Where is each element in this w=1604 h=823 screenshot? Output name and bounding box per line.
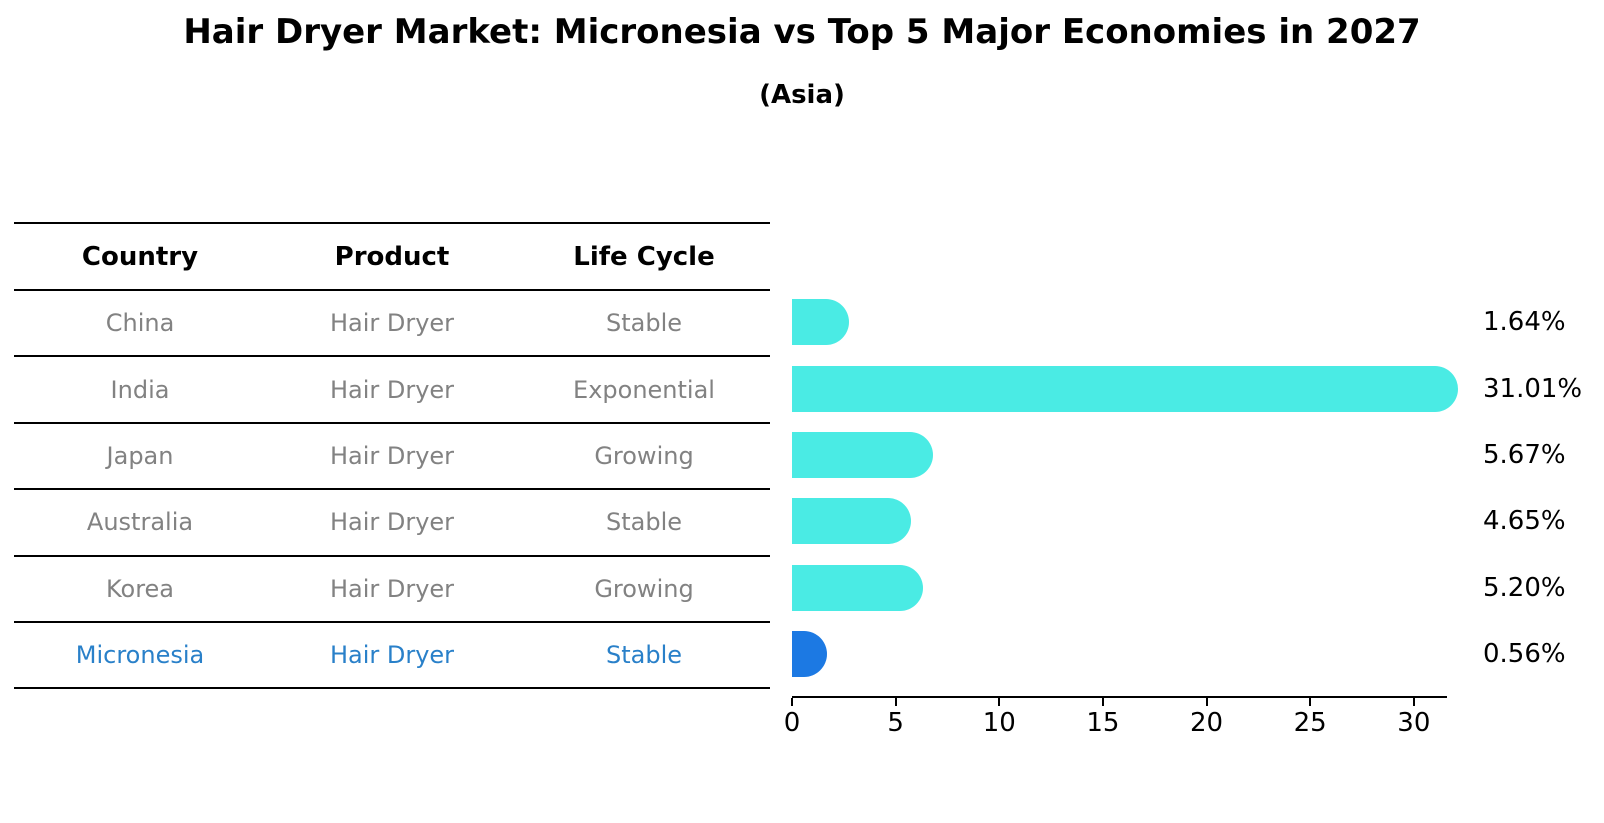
x-tick-label: 15 <box>1086 708 1120 738</box>
bar-plot: 0 5 10 15 20 25 30 1.64% 31.01% 5.67% 4.65% 5.20% 0… <box>784 289 1582 749</box>
chart-title: Hair Dryer Market: Micronesia vs Top 5 M… <box>183 12 1421 52</box>
table-cell-country: Australia <box>86 508 194 537</box>
bar-value-label: 5.67% <box>1483 440 1566 470</box>
table-row: India Hair Dryer Exponential <box>14 357 770 424</box>
x-axis-line <box>792 696 1447 698</box>
table-cell-country: Micronesia <box>75 641 205 670</box>
x-tick-mark <box>1205 698 1208 706</box>
table-cell-life-cycle: Stable <box>605 641 683 670</box>
bar-japan <box>792 432 933 478</box>
col-header-country: Country <box>81 241 199 272</box>
table-cell-country: India <box>110 375 170 404</box>
x-tick-mark <box>894 698 897 706</box>
bar-value-label: 1.64% <box>1483 307 1566 338</box>
bar-australia <box>792 498 912 545</box>
x-tick-mark <box>791 698 793 706</box>
x-tick-mark <box>1309 698 1312 706</box>
table-cell-product: Hair Dryer <box>329 641 455 670</box>
col-header-product: Product <box>334 241 450 272</box>
table-cell-country: Japan <box>106 441 174 470</box>
x-tick-mark <box>1101 698 1104 706</box>
table-body: China Hair Dryer Stable India Hair Dryer Expo… <box>14 291 770 690</box>
bar-value-label: 0.56% <box>1483 639 1566 670</box>
bar-value-label: 31.01% <box>1483 373 1583 404</box>
table-cell-life-cycle: Growing <box>594 574 694 603</box>
x-tick-label: 20 <box>1190 708 1224 738</box>
bar-value-label: 5.20% <box>1483 572 1566 603</box>
table-header-row: Country Product Life Cycle <box>14 224 770 291</box>
table-cell-product: Hair Dryer <box>329 441 455 470</box>
table-cell-country: Korea <box>105 574 175 603</box>
table-cell-country: China <box>105 309 175 338</box>
table-cell-product: Hair Dryer <box>329 574 455 603</box>
col-header-life-cycle: Life Cycle <box>573 241 715 272</box>
bar-value-label: 4.65% <box>1483 506 1566 537</box>
x-tick-label: 25 <box>1293 708 1327 738</box>
table-row: China Hair Dryer Stable <box>14 291 770 358</box>
bar-micronesia <box>792 631 827 678</box>
x-tick-label: 30 <box>1397 708 1431 738</box>
x-tick-mark <box>998 698 1001 706</box>
table-row: Korea Hair Dryer Growing <box>14 557 770 623</box>
table-cell-life-cycle: Exponential <box>573 375 715 404</box>
chart-subtitle: (Asia) <box>759 80 845 110</box>
table-cell-life-cycle: Stable <box>605 309 683 338</box>
table-cell-life-cycle: Stable <box>605 508 683 537</box>
bar-china <box>792 299 849 346</box>
table-cell-product: Hair Dryer <box>329 508 455 537</box>
x-tick-label: 0 <box>783 708 801 738</box>
table-cell-product: Hair Dryer <box>329 375 455 404</box>
table-cell-product: Hair Dryer <box>329 309 455 338</box>
bar-korea <box>792 564 923 611</box>
x-tick-label: 5 <box>887 708 904 738</box>
bar-india <box>792 365 1458 412</box>
country-table: Country Product Life Cycle China Hair Dry… <box>14 222 770 690</box>
table-row: Micronesia Hair Dryer Stable <box>14 623 770 690</box>
x-tick-mark <box>1412 698 1415 706</box>
table-cell-life-cycle: Growing <box>594 441 694 470</box>
table-row: Australia Hair Dryer Stable <box>14 490 770 557</box>
table-row: Japan Hair Dryer Growing <box>14 424 770 491</box>
x-tick-label: 10 <box>982 708 1016 738</box>
